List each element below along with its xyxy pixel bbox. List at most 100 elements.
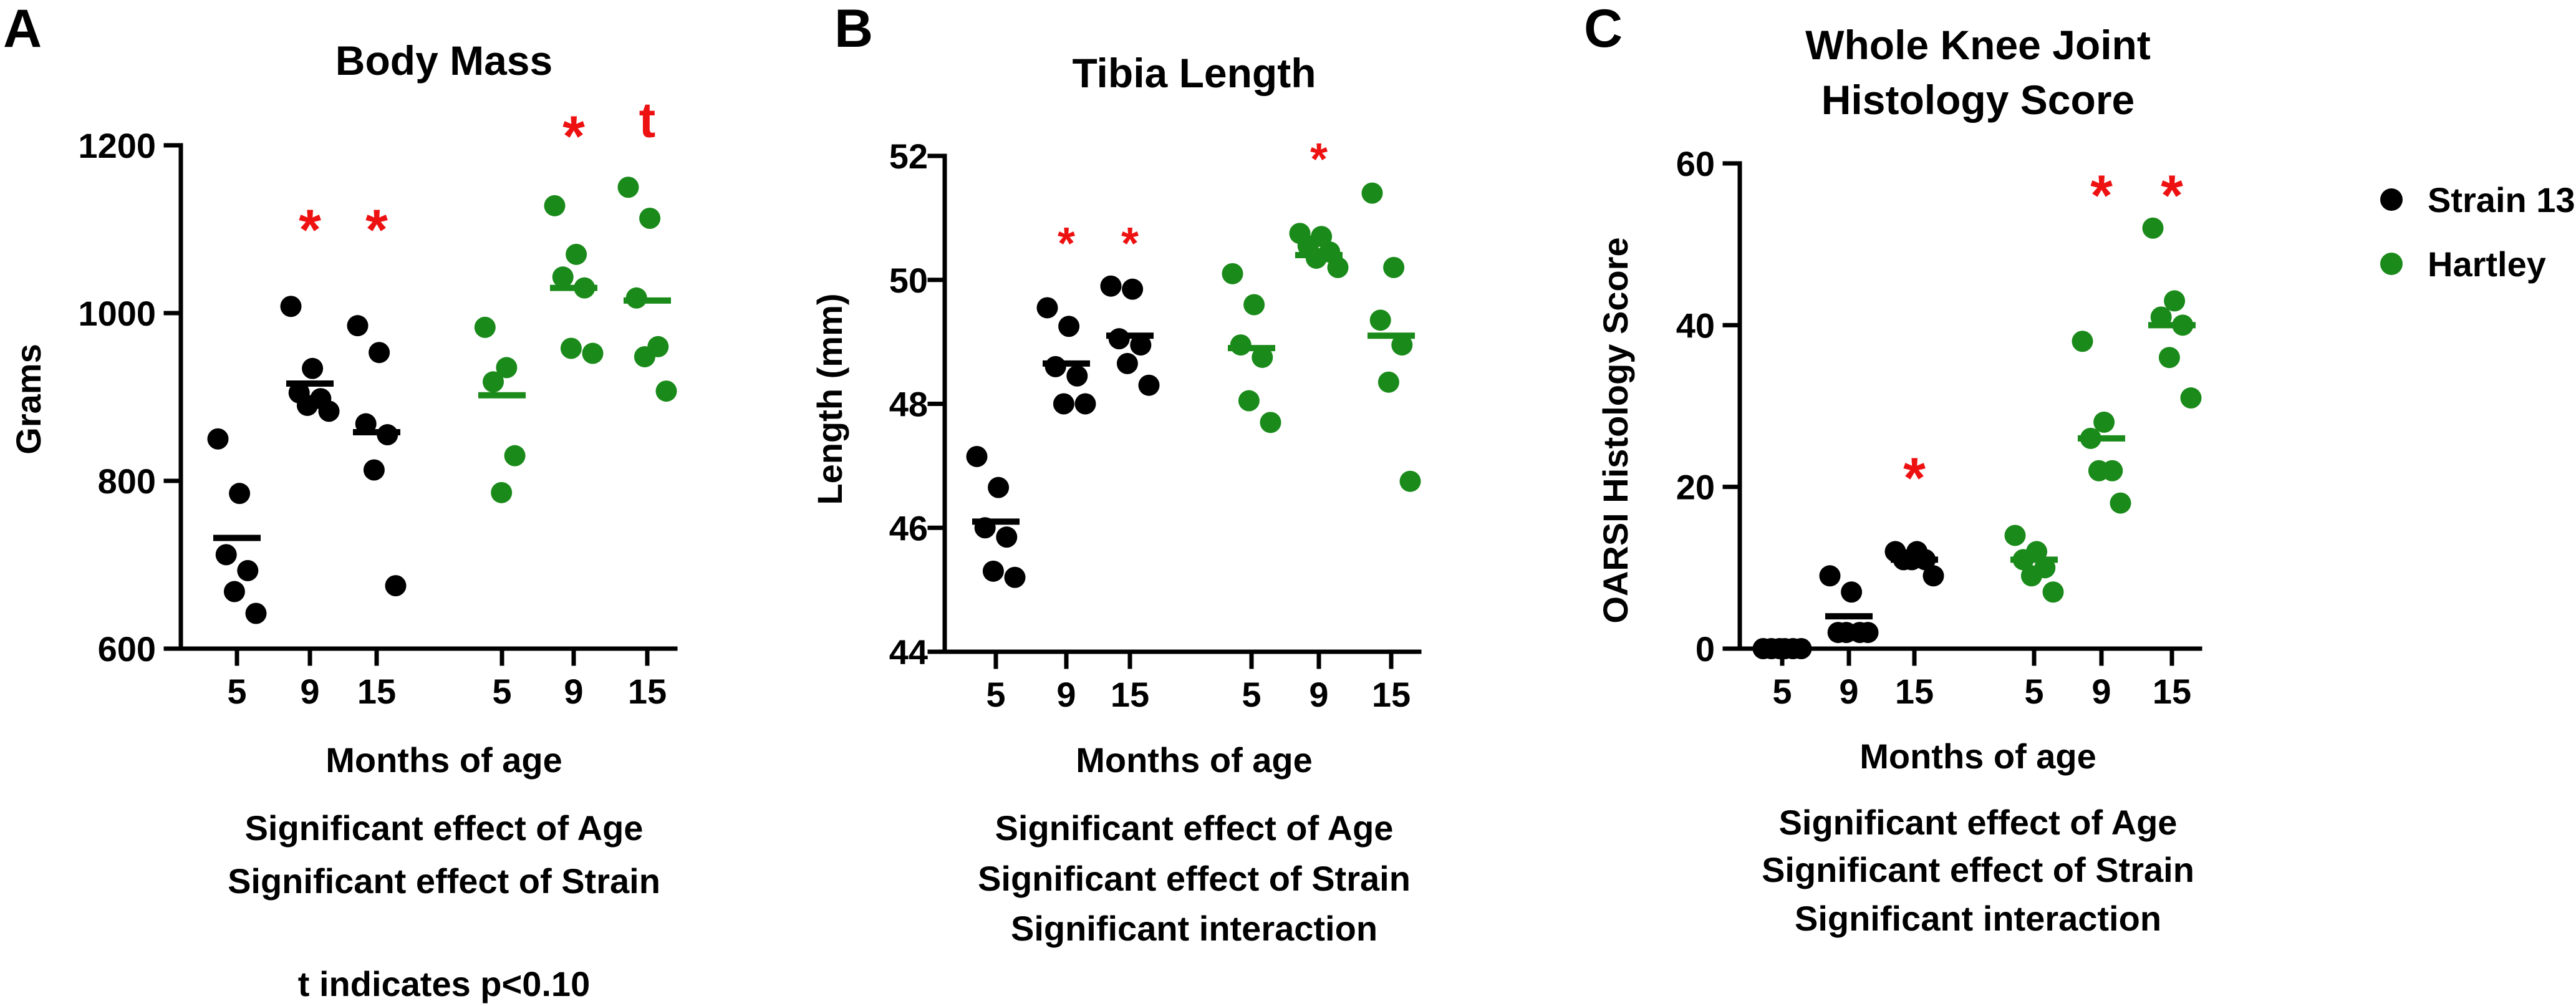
y-tick-label: 46 — [889, 508, 928, 548]
data-point — [1819, 565, 1841, 587]
x-axis-label: Months of age — [326, 740, 562, 780]
x-tick-label: 9 — [2091, 672, 2111, 711]
legend-label: Strain 13 — [2428, 180, 2575, 220]
significance-marker: * — [2161, 164, 2183, 228]
legend-marker-strain13 — [2380, 188, 2403, 211]
data-point — [1053, 393, 1074, 415]
data-point — [318, 400, 340, 422]
data-point — [2088, 460, 2110, 481]
data-point — [1036, 297, 1058, 319]
data-point — [385, 575, 407, 597]
data-point — [2142, 217, 2164, 239]
significance-marker: * — [1903, 447, 1926, 510]
significance-marker: * — [299, 198, 321, 262]
stat-note: Significant effect of Age — [1779, 803, 2178, 842]
data-point — [1243, 294, 1265, 316]
data-point — [2110, 492, 2131, 514]
y-tick-label: 20 — [1676, 468, 1715, 507]
y-axis-label: OARSI Histology Score — [1596, 237, 1635, 623]
data-point — [2004, 525, 2026, 546]
significance-marker: * — [562, 105, 585, 168]
data-point — [1327, 256, 1349, 278]
data-point — [229, 483, 251, 505]
data-point — [639, 208, 661, 230]
x-tick-label: 9 — [1839, 672, 1858, 711]
chart-title-line-1: Whole Knee Joint — [1805, 22, 2151, 68]
significance-marker: * — [1058, 219, 1075, 269]
y-tick-label: 60 — [1676, 144, 1715, 183]
data-point — [1138, 374, 1160, 396]
data-point — [1122, 278, 1144, 300]
data-point — [369, 342, 390, 364]
data-point — [1383, 256, 1405, 278]
significance-marker: * — [2090, 164, 2113, 228]
data-point — [617, 177, 639, 198]
data-point — [1835, 622, 1857, 644]
x-tick-label: 9 — [1309, 675, 1328, 714]
data-point — [1116, 352, 1138, 374]
data-point — [582, 342, 604, 364]
y-tick-label: 800 — [98, 462, 156, 501]
data-point — [237, 559, 259, 581]
data-point — [634, 346, 655, 367]
stat-note: Significant interaction — [1011, 909, 1377, 948]
panel-c: C Whole Knee Joint Histology Score OARSI… — [1584, 0, 2202, 938]
x-tick-label: 15 — [628, 672, 667, 711]
data-point — [1391, 334, 1413, 356]
data-point — [982, 560, 1004, 582]
chart-title: Tibia Length — [1072, 50, 1316, 96]
data-point — [1377, 371, 1399, 393]
data-point — [552, 266, 574, 288]
data-point — [2020, 565, 2042, 587]
data-point — [2158, 347, 2180, 369]
data-point — [1058, 316, 1080, 337]
data-point — [1922, 565, 1944, 587]
y-tick-label: 1200 — [78, 126, 156, 165]
y-tick-label: 52 — [889, 137, 928, 176]
plot-area: 600 800 1000 1200 5 9 15 5 9 15 * * * t — [78, 92, 678, 711]
data-point — [560, 337, 582, 359]
chart-title-line-2: Histology Score — [1821, 77, 2135, 123]
panel-a: A Body Mass Grams 600 800 1000 1200 5 9 15 5 9 15… — [3, 0, 678, 1004]
data-point — [302, 357, 324, 379]
data-point — [223, 581, 245, 602]
data-point — [1004, 566, 1026, 588]
data-point — [245, 602, 267, 624]
data-point — [347, 315, 369, 337]
data-point — [280, 296, 302, 317]
stat-note: Significant effect of Strain — [1762, 850, 2194, 889]
stat-note: Significant effect of Strain — [228, 861, 660, 901]
data-point — [1260, 412, 1281, 433]
data-point — [996, 526, 1018, 548]
data-point — [1066, 365, 1088, 387]
x-tick-label: 9 — [564, 672, 583, 711]
panel-label-b: B — [834, 0, 873, 59]
x-tick-label: 9 — [300, 672, 319, 711]
footnote: t indicates p<0.10 — [298, 964, 590, 1004]
data-point — [363, 459, 385, 481]
data-point — [2072, 331, 2093, 352]
data-point — [207, 428, 229, 450]
plot-area: 0 20 40 60 5 9 15 5 9 15 * * * — [1676, 144, 2202, 711]
x-tick-label: 5 — [227, 672, 246, 711]
data-point — [2042, 581, 2064, 603]
y-axis-label: Length (mm) — [810, 293, 849, 505]
stat-note: Significant interaction — [1795, 899, 2161, 938]
data-point — [491, 481, 513, 503]
data-point — [1841, 581, 1863, 603]
data-point — [988, 476, 1010, 498]
x-tick-label: 5 — [986, 675, 1005, 714]
significance-marker: t — [639, 92, 656, 148]
data-point — [1100, 275, 1122, 297]
y-axis-label: Grams — [9, 344, 48, 454]
data-point — [566, 243, 587, 265]
data-point — [544, 195, 566, 216]
significance-marker: * — [1121, 219, 1139, 269]
data-point — [1361, 182, 1383, 204]
x-tick-label: 5 — [1242, 675, 1261, 714]
data-point — [966, 445, 988, 467]
y-tick-label: 1000 — [78, 294, 156, 333]
x-tick-label: 5 — [2024, 672, 2043, 711]
x-tick-label: 15 — [1372, 675, 1411, 714]
